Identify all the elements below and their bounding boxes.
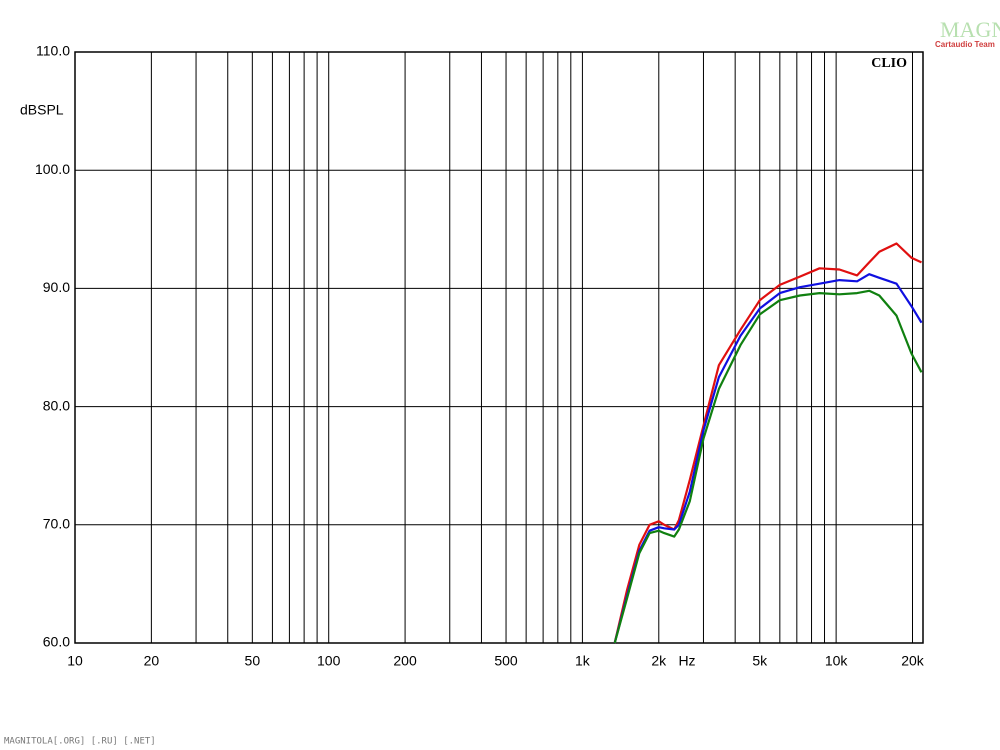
x-tick-label: 200 [393,653,417,669]
watermark: MAGNITOLA [940,17,1000,42]
series-line [613,242,922,644]
x-tick-label: 2k [651,653,667,669]
x-tick-label: 500 [494,653,518,669]
y-tick-label: 70.0 [43,516,70,532]
y-tick-label: 90.0 [43,279,70,295]
brand: CLIO [871,56,907,71]
series-line [613,273,923,644]
x-unit-label: Hz [678,653,695,669]
y-axis-label: dBSPL [20,102,64,118]
x-tick-label: 20k [901,653,925,669]
footer: MAGNITOLA[.ORG] [.RU] [.NET] [4,737,156,747]
x-tick-label: 5k [752,653,768,669]
x-tick-label: 50 [245,653,261,669]
x-tick-label: 10k [825,653,849,669]
y-tick-label: 80.0 [43,397,70,413]
y-tick-label: 110.0 [36,43,70,59]
plot-frame [74,51,924,644]
x-tick-label: 1k [575,653,591,669]
series-line [613,289,923,644]
y-tick-label: 60.0 [43,634,70,650]
y-tick-label: 100.0 [35,161,70,177]
x-tick-label: 100 [317,653,341,669]
watermark-sub: Cartaudio Team [935,40,995,49]
x-tick-label: 10 [67,653,83,669]
x-tick-label: 20 [144,653,160,669]
